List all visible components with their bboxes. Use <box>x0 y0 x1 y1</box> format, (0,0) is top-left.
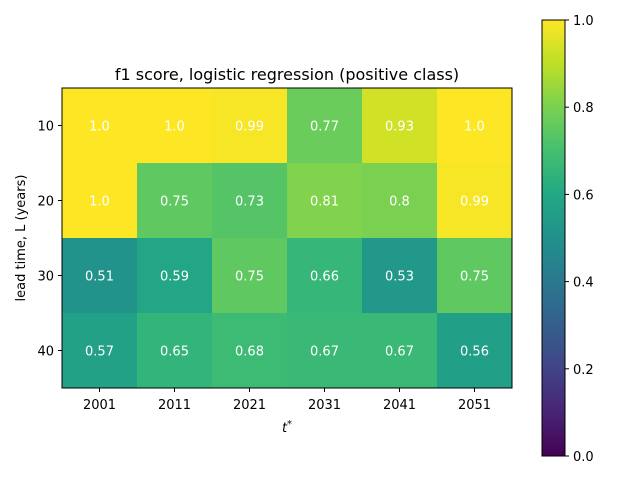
heatmap-cell-20-2021 <box>212 163 288 239</box>
heatmap-cell-30-2041 <box>362 238 438 314</box>
heatmap-cell-20-2041 <box>362 163 438 239</box>
cell-value-label: 0.77 <box>310 120 339 135</box>
cell-value-label: 0.66 <box>310 270 339 285</box>
heatmap-cell-40-2041 <box>362 313 438 389</box>
colorbar-ticks: 0.0 0.2 0.4 0.6 0.8 1.0 <box>565 14 594 465</box>
heatmap-cell-20-2011 <box>137 163 213 239</box>
x-tick-label: 2021 <box>233 398 266 413</box>
cell-value-label: 0.67 <box>310 345 339 360</box>
heatmap-cell-40-2031 <box>287 313 363 389</box>
cell-value-label: 0.51 <box>85 270 114 285</box>
x-tick-label: 2031 <box>308 398 341 413</box>
heatmap-cell-30-2011 <box>137 238 213 314</box>
cell-value-label: 1.0 <box>89 120 110 135</box>
cell-value-label: 0.81 <box>310 195 339 210</box>
colorbar-tick-label: 0.6 <box>573 188 594 203</box>
heatmap-cell-30-2051 <box>437 238 513 314</box>
heatmap-cell-10-2041 <box>362 88 438 164</box>
heatmap-cell-10-2011 <box>137 88 213 164</box>
heatmap-cell-10-2021 <box>212 88 288 164</box>
cell-value-label: 0.75 <box>235 270 264 285</box>
heatmap-cell-30-2021 <box>212 238 288 314</box>
colorbar-tick-label: 0.2 <box>573 363 594 378</box>
cell-value-label: 0.75 <box>160 195 189 210</box>
heatmap-cell-labels: 1.0 1.0 0.99 0.77 0.93 1.0 1.0 0.75 0.73 0.81 0.8 0… <box>85 120 489 360</box>
x-tick-label: 2001 <box>83 398 116 413</box>
y-tick-label: 40 <box>37 345 54 360</box>
cell-value-label: 0.59 <box>160 270 189 285</box>
y-tick-label: 10 <box>37 120 54 135</box>
heatmap-cell-20-2031 <box>287 163 363 239</box>
cell-value-label: 0.75 <box>460 270 489 285</box>
x-axis-label-superscript: * <box>287 419 292 430</box>
heatmap-frame <box>61 87 513 389</box>
cell-value-label: 0.65 <box>160 345 189 360</box>
y-tick-label: 20 <box>37 195 54 210</box>
heatmap-cell-30-2001 <box>62 238 138 314</box>
y-axis-ticks: 10 20 30 40 <box>37 120 62 360</box>
cell-value-label: 0.73 <box>235 195 264 210</box>
colorbar-tick-label: 0.0 <box>573 450 594 465</box>
cell-value-label: 0.53 <box>385 270 414 285</box>
cell-value-label: 1.0 <box>89 195 110 210</box>
cell-value-label: 0.99 <box>235 120 264 135</box>
heatmap-cells <box>62 88 513 389</box>
cell-value-label: 0.67 <box>385 345 414 360</box>
chart-title: f1 score, logistic regression (positive … <box>115 65 459 84</box>
cell-value-label: 0.57 <box>85 345 114 360</box>
x-axis-label-base: t <box>282 421 288 436</box>
x-axis-label: t* <box>282 419 292 436</box>
heatmap-cell-20-2051 <box>437 163 513 239</box>
colorbar-tick-label: 1.0 <box>573 14 594 29</box>
heatmap-cell-20-2001 <box>62 163 138 239</box>
cell-value-label: 0.8 <box>389 195 410 210</box>
heatmap-cell-30-2031 <box>287 238 363 314</box>
heatmap-cell-40-2001 <box>62 313 138 389</box>
heatmap-cell-40-2021 <box>212 313 288 389</box>
cell-value-label: 0.93 <box>385 120 414 135</box>
heatmap-cell-40-2051 <box>437 313 513 389</box>
x-tick-label: 2051 <box>458 398 491 413</box>
colorbar-tick-label: 0.8 <box>573 101 594 116</box>
cell-value-label: 1.0 <box>164 120 185 135</box>
cell-value-label: 0.99 <box>460 195 489 210</box>
colorbar-tick-label: 0.4 <box>573 276 594 291</box>
cell-value-label: 0.68 <box>235 345 264 360</box>
x-tick-label: 2041 <box>383 398 416 413</box>
heatmap-cell-10-2031 <box>287 88 363 164</box>
cell-value-label: 1.0 <box>464 120 485 135</box>
heatmap-cell-10-2001 <box>62 88 138 164</box>
heatmap-cell-40-2011 <box>137 313 213 389</box>
y-tick-label: 30 <box>37 270 54 285</box>
cell-value-label: 0.56 <box>460 345 489 360</box>
heatmap-cell-10-2051 <box>437 88 513 164</box>
y-axis-label: lead time, L (years) <box>14 175 29 302</box>
colorbar <box>541 19 566 457</box>
x-axis-ticks: 2001 2011 2021 2031 2041 2051 <box>83 388 491 413</box>
x-tick-label: 2011 <box>158 398 191 413</box>
